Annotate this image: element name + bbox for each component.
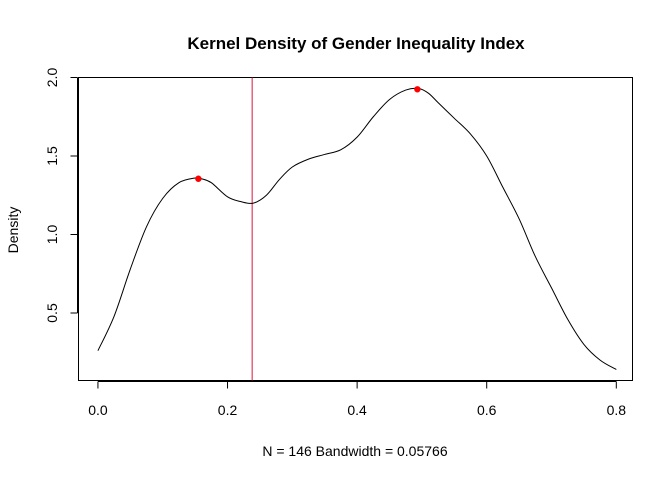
x-axis: 0.0 0.2 0.4 0.6 0.8 — [88, 381, 627, 418]
x-tick-label: 0.2 — [218, 402, 238, 418]
y-axis: 0.5 1.0 1.5 2.0 — [44, 68, 78, 323]
y-axis-label: Density — [5, 207, 21, 254]
density-curve — [97, 87, 617, 370]
peak-point — [414, 86, 421, 93]
y-tick-label: 2.0 — [44, 68, 60, 88]
y-tick-label: 1.0 — [44, 225, 60, 245]
peak-point — [195, 175, 202, 182]
y-tick-label: 1.5 — [44, 146, 60, 166]
plot-frame — [78, 77, 633, 381]
x-tick-label: 0.8 — [607, 402, 627, 418]
x-tick-label: 0.4 — [347, 402, 367, 418]
plot-area — [97, 77, 617, 381]
x-tick-label: 0.0 — [88, 402, 108, 418]
y-tick-label: 0.5 — [44, 303, 60, 323]
x-tick-label: 0.6 — [477, 402, 497, 418]
x-axis-label: N = 146 Bandwidth = 0.05766 — [262, 443, 447, 459]
chart-title: Kernel Density of Gender Inequality Inde… — [187, 34, 525, 53]
